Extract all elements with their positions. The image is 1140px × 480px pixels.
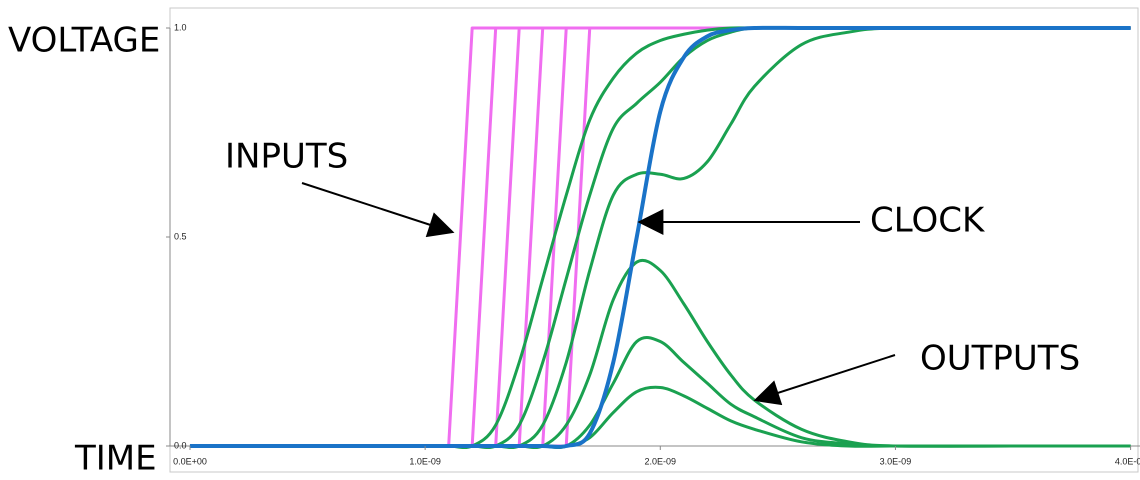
series-line (189, 26, 1131, 450)
series-line (189, 25, 1131, 449)
x-tick-label: 3.0E-09 (880, 456, 912, 466)
series-line (189, 26, 1131, 450)
annotation: CLOCK (870, 201, 986, 241)
x-tick-label: 4.0E-09 (1115, 456, 1140, 466)
y-axis-title: VOLTAGE (8, 21, 160, 61)
y-tick-label: 0.0 (174, 440, 187, 450)
arrow (753, 354, 896, 406)
y-tick-label: 0.5 (174, 231, 187, 241)
series-line (189, 26, 1131, 448)
annotation: INPUTS (225, 137, 348, 177)
series-line (189, 385, 1131, 449)
series-line (189, 26, 1131, 448)
x-tick-label: 2.0E-09 (645, 456, 677, 466)
annotation: OUTPUTS (920, 339, 1080, 379)
plot-frame (169, 7, 1139, 473)
x-axis-title: TIME (74, 439, 157, 479)
arrow (301, 182, 455, 238)
x-tick-label: 1.0E-09 (409, 456, 441, 466)
x-tick-label: 0.0E+00 (173, 456, 207, 466)
series-line (189, 26, 1131, 448)
series-line (189, 26, 1131, 448)
y-tick-label: 1.0 (174, 22, 187, 32)
series-line (189, 26, 1131, 448)
series-line (189, 26, 1131, 448)
series-line (189, 26, 1131, 450)
